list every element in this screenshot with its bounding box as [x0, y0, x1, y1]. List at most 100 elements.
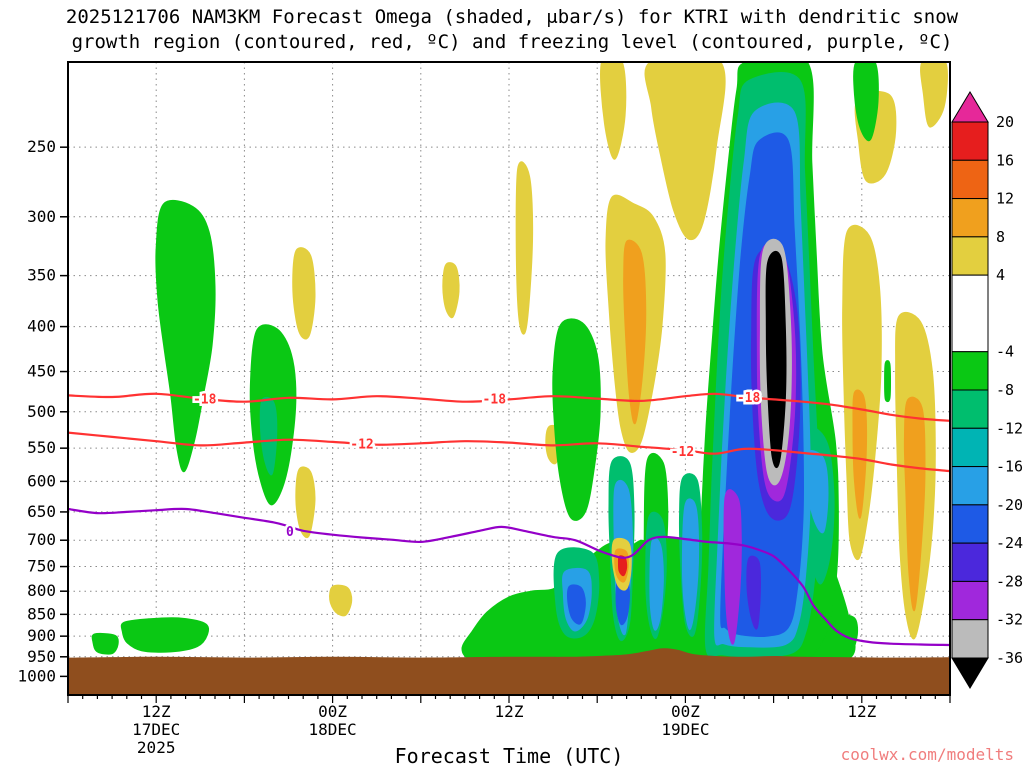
y-tick-label: 900: [27, 626, 56, 645]
colorbar-band: [951, 159, 989, 200]
colorbar-label: -24: [996, 534, 1023, 552]
region-green-surface-left1: [91, 632, 119, 655]
colorbar-label: -32: [996, 611, 1023, 629]
contour-freezing-level-0C: [68, 507, 950, 647]
region-green-col-34h: [552, 318, 601, 521]
y-tick-label: 750: [27, 557, 56, 576]
region-green-surface-left2: [120, 617, 210, 653]
colorbar-band: [951, 198, 989, 238]
colorbar-band: [951, 389, 989, 429]
contour-label: -18: [193, 393, 217, 408]
region-yellow-topright-corner: [920, 62, 948, 128]
terrain: [68, 648, 950, 695]
colorbar-label: -28: [996, 572, 1023, 590]
region-orange-right-core-b: [903, 396, 926, 612]
y-tick-label: 350: [27, 266, 56, 285]
y-tick-label: 1000: [17, 666, 56, 685]
region-yellow-16h-mid: [295, 466, 316, 539]
region-green-dash-55h: [884, 360, 892, 403]
colorbar-label: 12: [996, 190, 1014, 208]
colorbar-band: [951, 274, 989, 353]
colorbar-under: [951, 657, 989, 689]
colorbar-over: [951, 91, 989, 123]
contour-label: -12: [671, 445, 694, 460]
colorbar-label: -20: [996, 496, 1023, 514]
y-tick-label: 500: [27, 402, 56, 421]
region-yellow-streak-30h: [515, 161, 534, 335]
region-orange-right-core-a: [852, 389, 868, 519]
y-tick-label: 850: [27, 604, 56, 623]
chart-title-line1: 2025121706 NAM3KM Forecast Omega (shaded…: [65, 6, 959, 28]
y-tick-label: 450: [27, 362, 56, 381]
region-green-surface-right-strip: [837, 614, 859, 655]
x-tick-time: 12Z: [847, 702, 876, 721]
x-axis-title: Forecast Time (UTC): [394, 744, 624, 768]
region-green-topright-streak: [853, 62, 879, 142]
colorbar-band: [951, 542, 989, 582]
colorbar-band: [951, 427, 989, 468]
region-yellow-top-main: [644, 62, 726, 241]
colorbar-label: -12: [996, 419, 1023, 437]
contours: -18 -18 -18 -12 -12 0: [68, 388, 950, 647]
y-tick-label: 600: [27, 471, 56, 490]
colorbar-label: 4: [996, 266, 1005, 284]
colorbar-label: -4: [996, 343, 1014, 361]
colorbar-band: [951, 580, 989, 621]
y-tick-label: 300: [27, 207, 56, 226]
colorbar-band: [951, 466, 989, 506]
colorbar-band: [951, 236, 989, 276]
y-tick-label: 250: [27, 137, 56, 156]
contour-label: -12: [350, 437, 373, 452]
y-tick-label: 550: [27, 438, 56, 457]
colorbar-label: 20: [996, 113, 1014, 131]
colorbar: 20 16 12 8 4 -4 -8 -12 -16 -20 -24 -28 -32 -36: [951, 91, 1023, 689]
x-tick-time: 00Z: [671, 702, 700, 721]
colorbar-label: 8: [996, 228, 1005, 246]
region-lightblue-tail: [804, 450, 829, 534]
region-yellow-top-streak: [600, 62, 627, 160]
y-tick-label: 700: [27, 530, 56, 549]
region-lightblue-40h: [649, 537, 664, 631]
colorbar-band: [951, 121, 989, 161]
contour-label: -18: [483, 393, 507, 408]
x-tick-date: 18DEC: [309, 720, 357, 739]
colorbar-label: -36: [996, 649, 1023, 667]
region-teal-core-13h: [259, 396, 278, 476]
region-lightblue-42h: [681, 498, 700, 631]
region-blue-shield-a: [566, 584, 586, 625]
colorbar-band: [951, 619, 989, 659]
y-tick-label: 800: [27, 581, 56, 600]
region-violet-low-col-45h: [723, 489, 742, 645]
omega-shaded-field: [91, 62, 948, 676]
chart-title-line2: growth region (contoured, red, ºC) and f…: [71, 31, 953, 53]
contour-dendritic-growth--18C: [68, 392, 950, 422]
x-tick-year: 2025: [137, 738, 176, 757]
region-green-col-left: [155, 199, 216, 473]
y-axis: 250 300 350 400 450 500 550 600 650 700 750 800 850 9…: [17, 137, 68, 685]
x-tick-date: 19DEC: [661, 720, 709, 739]
region-yellow-26h: [442, 262, 460, 319]
x-tick-time: 12Z: [495, 702, 524, 721]
colorbar-label: -8: [996, 381, 1014, 399]
contour-label: 0: [286, 525, 294, 540]
x-tick-time: 00Z: [318, 702, 347, 721]
region-yellow-16h-upper: [292, 247, 316, 340]
y-tick-label: 400: [27, 317, 56, 336]
region-orange-mid-core: [623, 239, 647, 425]
region-black-core: [765, 250, 787, 469]
x-tick-time: 12Z: [142, 702, 171, 721]
x-tick-date: 17DEC: [132, 720, 180, 739]
region-indigo-low-col-46h: [746, 555, 762, 630]
contour-label: -18: [737, 391, 761, 406]
colorbar-label: 16: [996, 151, 1014, 169]
colorbar-band: [951, 351, 989, 391]
region-yellow-18h-low: [329, 584, 353, 617]
contour-dendritic-growth--12C: [68, 431, 950, 473]
y-tick-label: 650: [27, 502, 56, 521]
colorbar-label: -16: [996, 458, 1023, 476]
watermark-link[interactable]: coolwx.com/modelts: [840, 745, 1014, 764]
colorbar-band: [951, 504, 989, 544]
